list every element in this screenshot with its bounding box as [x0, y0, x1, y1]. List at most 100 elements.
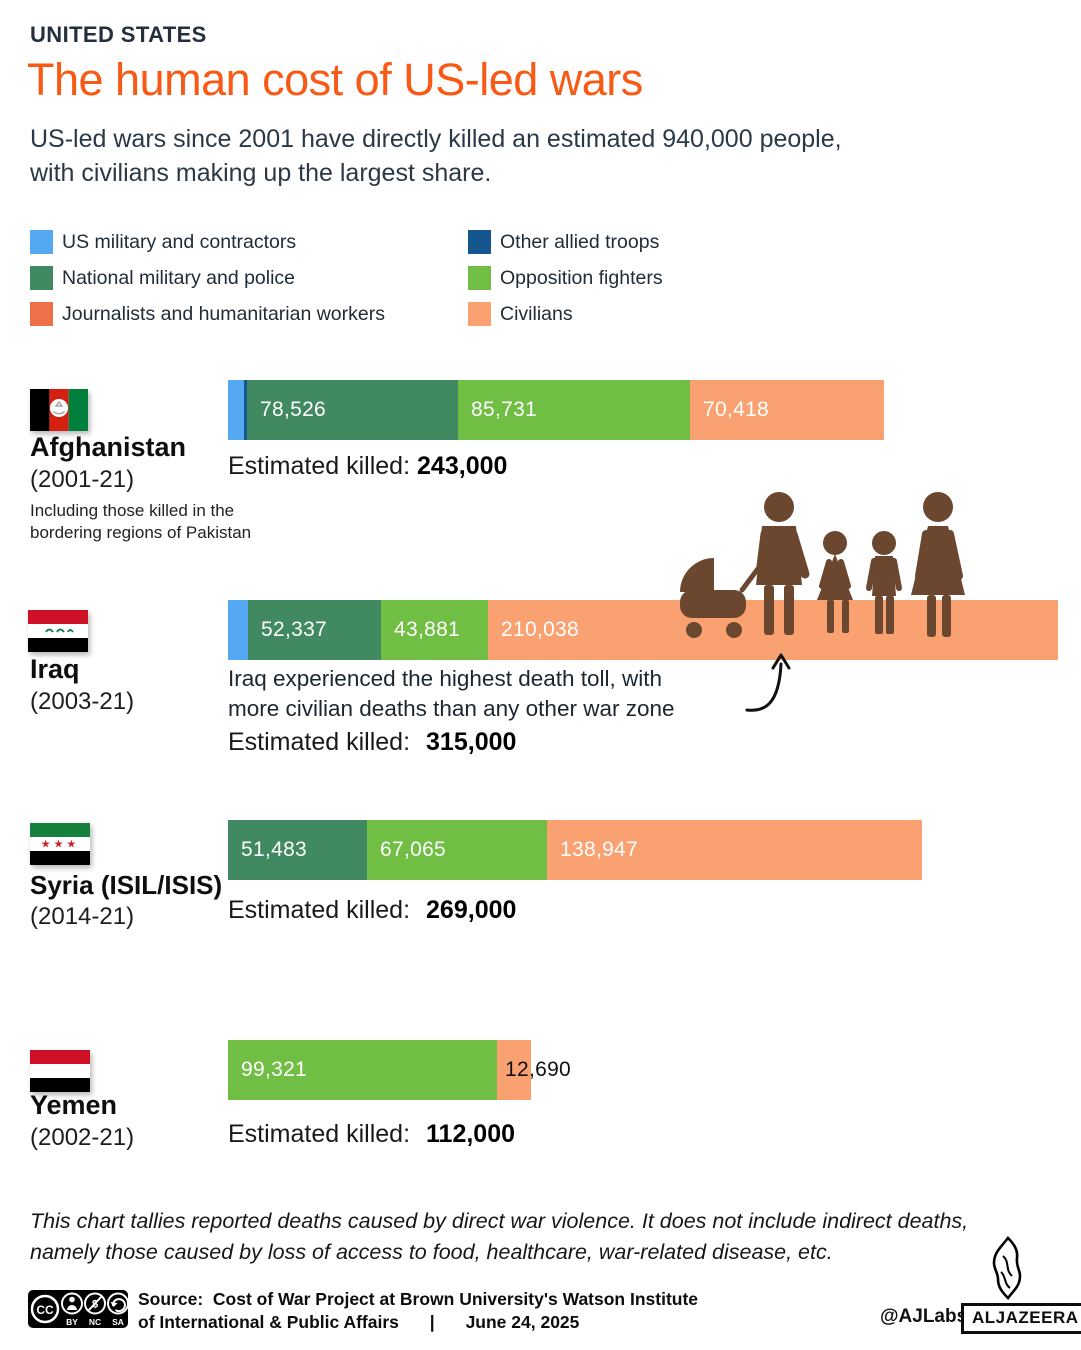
legend-item-national-military: National military and police — [30, 266, 295, 290]
bar-segment-lightgreen: 85,731 — [458, 380, 690, 440]
iraq-flag — [28, 610, 88, 652]
bar-segment-value: 12,690 — [505, 1058, 572, 1081]
legend-label: Opposition fighters — [500, 266, 663, 289]
bar-segment-salmon: 138,947 — [547, 820, 922, 880]
bar-segment-lightgreen: 99,321 — [228, 1040, 497, 1100]
estimated-killed-syria: Estimated killed: 269,000 — [228, 896, 516, 925]
bar-segment-value: 70,418 — [703, 398, 770, 421]
bar-segment-value: 138,947 — [560, 838, 639, 861]
svg-text:★★★: ★★★ — [41, 838, 80, 851]
aljazeera-calligraphy-logo-icon — [986, 1236, 1030, 1305]
afghanistan-flag — [30, 389, 88, 431]
legend-label: Other allied troops — [500, 230, 660, 253]
bar-segment-salmon: 70,418 — [690, 380, 884, 440]
bar-segment-value: 85,731 — [471, 398, 538, 421]
legend-item-civilians: Civilians — [468, 302, 573, 326]
source-line2: of International & Public Affairs | June… — [138, 1311, 698, 1334]
legend-swatch-green — [30, 266, 53, 290]
estimated-killed-value: 269,000 — [426, 896, 517, 924]
publish-date: June 24, 2025 — [465, 1312, 580, 1332]
aljazeera-logo-text: ALJAZEERA — [961, 1303, 1081, 1334]
svg-text:NC: NC — [89, 1317, 101, 1327]
svg-text:SA: SA — [112, 1317, 124, 1327]
legend-swatch-blue — [30, 230, 53, 254]
subtitle: US-led wars since 2001 have directly kil… — [30, 122, 842, 190]
estimated-killed-label: Estimated killed: — [228, 1120, 411, 1148]
bar-segment-value: 52,337 — [261, 618, 328, 641]
bar-segment-value: 51,483 — [241, 838, 308, 861]
source-line1: Source: Cost of War Project at Brown Uni… — [138, 1288, 698, 1311]
source-attribution: Source: Cost of War Project at Brown Uni… — [138, 1288, 698, 1334]
estimated-killed-yemen: Estimated killed: 112,000 — [228, 1120, 515, 1149]
page-title: The human cost of US-led wars — [27, 54, 643, 105]
country-label-iraq: Iraq — [30, 654, 80, 684]
source-label: Source: — [138, 1289, 204, 1309]
iraq-annotation: Iraq experienced the highest death toll,… — [228, 664, 675, 723]
country-years-iraq: (2003-21) — [30, 688, 135, 715]
legend-swatch-lightgreen — [468, 266, 491, 290]
estimated-killed-label: Estimated killed: — [228, 728, 411, 756]
stroller-icon — [680, 558, 766, 638]
estimated-killed-afghanistan: Estimated killed: 243,000 — [228, 452, 507, 481]
girl-figure — [817, 531, 853, 633]
yemen-flag — [30, 1050, 90, 1092]
cc-nc-icon: $ NC — [84, 1292, 106, 1327]
legend-item-journalists: Journalists and humanitarian workers — [30, 302, 385, 326]
cc-by-icon: BY — [61, 1292, 83, 1327]
bar-segment-value: 78,526 — [260, 398, 327, 421]
curved-arrow-icon — [745, 652, 793, 719]
country-years-afghanistan: (2001-21) — [30, 466, 135, 493]
source-text2: of International & Public Affairs — [138, 1312, 399, 1332]
subtitle-line1: US-led wars since 2001 have directly kil… — [30, 125, 842, 153]
bar-syria: 51,483 67,065 138,947 — [228, 820, 922, 880]
cc-license-badge: CC BY $ NC SA — [28, 1290, 129, 1333]
syria-flag: ★★★ — [30, 823, 90, 865]
bar-segment-value: 99,321 — [241, 1058, 308, 1081]
boy-figure — [866, 531, 902, 634]
woman-figure — [911, 492, 965, 637]
country-label-afghanistan: Afghanistan — [30, 432, 187, 462]
bar-segment-lightgreen: 67,065 — [367, 820, 547, 880]
family-silhouette-illustration — [672, 490, 972, 645]
subtitle-line2: with civilians making up the largest sha… — [30, 159, 492, 187]
man-figure — [756, 492, 810, 635]
legend-item-allied-troops: Other allied troops — [468, 230, 659, 254]
country-years-syria: (2014-21) — [30, 903, 135, 930]
ajlabs-credit: @AJLabs — [880, 1306, 968, 1327]
bar-segment-value: 210,038 — [501, 618, 580, 641]
source-text1: Cost of War Project at Brown University'… — [212, 1289, 699, 1309]
kicker: UNITED STATES — [30, 22, 207, 47]
disclaimer: This chart tallies reported deaths cause… — [30, 1206, 968, 1268]
bar-segment-green: 52,337 — [248, 600, 381, 660]
bar-segment-value: 43,881 — [394, 618, 461, 641]
note-line2: bordering regions of Pakistan — [30, 523, 252, 542]
source-separator: | — [429, 1312, 435, 1332]
bar-segment-value: 67,065 — [380, 838, 447, 861]
legend-label: Journalists and humanitarian workers — [62, 302, 385, 325]
svg-text:CC: CC — [36, 1303, 54, 1317]
bar-afghanistan: 78,526 85,731 70,418 — [228, 380, 884, 440]
note-line1: Including those killed in the — [30, 501, 235, 520]
country-years-yemen: (2002-21) — [30, 1124, 135, 1151]
bar-segment-blue — [228, 600, 248, 660]
estimated-killed-label: Estimated killed: — [228, 896, 411, 924]
svg-text:BY: BY — [66, 1317, 78, 1327]
legend-label: Civilians — [500, 302, 573, 325]
cc-icon: CC — [30, 1294, 60, 1324]
country-label-yemen: Yemen — [30, 1090, 118, 1120]
legend-swatch-darkblue — [468, 230, 491, 254]
bar-segment-green: 51,483 — [228, 820, 367, 880]
estimated-killed-value: 243,000 — [417, 452, 508, 480]
legend-item-us-military: US military and contractors — [30, 230, 296, 254]
legend-item-opposition-fighters: Opposition fighters — [468, 266, 663, 290]
annotation-line2: more civilian deaths than any other war … — [228, 695, 675, 721]
bar-segment-green: 78,526 — [247, 380, 458, 440]
disclaimer-line1: This chart tallies reported deaths cause… — [30, 1209, 969, 1233]
estimated-killed-label: Estimated killed: — [228, 452, 411, 480]
bar-segment-darkblue — [244, 380, 247, 440]
bar-yemen: 99,321 12,690 — [228, 1040, 571, 1100]
legend-label: National military and police — [62, 266, 296, 289]
legend-label: US military and contractors — [62, 230, 297, 253]
disclaimer-line2: namely those caused by loss of access to… — [30, 1240, 833, 1264]
